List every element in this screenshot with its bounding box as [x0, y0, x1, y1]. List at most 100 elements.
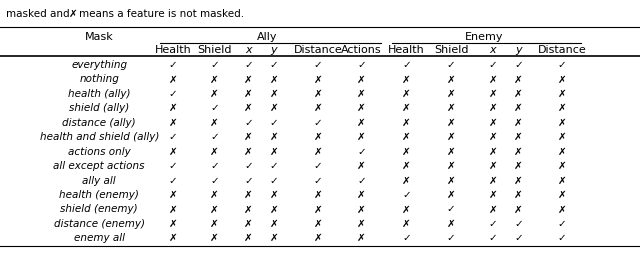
Text: ✗: ✗ — [269, 205, 278, 214]
Text: ✗: ✗ — [557, 147, 566, 157]
Text: ✗: ✗ — [447, 89, 456, 99]
Text: ✗: ✗ — [402, 176, 411, 186]
Text: Shield: Shield — [197, 45, 232, 55]
Text: ✗: ✗ — [402, 132, 411, 142]
Text: ✗: ✗ — [357, 233, 366, 243]
Text: ✗: ✗ — [557, 132, 566, 142]
Text: ✓: ✓ — [488, 219, 497, 229]
Text: ✗: ✗ — [402, 161, 411, 171]
Text: ✗: ✗ — [314, 147, 323, 157]
Text: actions only: actions only — [68, 147, 131, 157]
Text: everything: everything — [71, 60, 127, 70]
Text: ✗: ✗ — [357, 219, 366, 229]
Text: ✗: ✗ — [314, 233, 323, 243]
Text: ✓: ✓ — [210, 161, 219, 171]
Text: ✗: ✗ — [244, 75, 253, 84]
Text: ✗: ✗ — [514, 205, 523, 214]
Text: ✗: ✗ — [168, 118, 177, 128]
Text: ✗: ✗ — [210, 75, 219, 84]
Text: ✗: ✗ — [210, 219, 219, 229]
Text: ✗: ✗ — [244, 132, 253, 142]
Text: shield (enemy): shield (enemy) — [60, 205, 138, 214]
Text: ✗: ✗ — [402, 205, 411, 214]
Text: ✓: ✓ — [514, 233, 523, 243]
Text: ✓: ✓ — [244, 60, 253, 70]
Text: ✗: ✗ — [514, 89, 523, 99]
Text: ✗: ✗ — [557, 205, 566, 214]
Text: ✓: ✓ — [210, 176, 219, 186]
Text: ✗: ✗ — [447, 147, 456, 157]
Text: ✗: ✗ — [269, 103, 278, 113]
Text: ✓: ✓ — [314, 176, 323, 186]
Text: ✗: ✗ — [314, 75, 323, 84]
Text: ✓: ✓ — [168, 60, 177, 70]
Text: ✓: ✓ — [357, 147, 366, 157]
Text: ✗: ✗ — [244, 205, 253, 214]
Text: ✗: ✗ — [244, 190, 253, 200]
Text: ✗: ✗ — [488, 190, 497, 200]
Text: Distance: Distance — [538, 45, 586, 55]
Text: distance (enemy): distance (enemy) — [54, 219, 145, 229]
Text: ✗: ✗ — [514, 103, 523, 113]
Text: ✗: ✗ — [488, 118, 497, 128]
Text: y: y — [271, 45, 277, 55]
Text: ✗: ✗ — [514, 176, 523, 186]
Text: ✓: ✓ — [447, 233, 456, 243]
Text: ✗: ✗ — [557, 161, 566, 171]
Text: ✓: ✓ — [244, 176, 253, 186]
Text: shield (ally): shield (ally) — [69, 103, 129, 113]
Text: Distance: Distance — [294, 45, 342, 55]
Text: ✗: ✗ — [210, 118, 219, 128]
Text: ✗: ✗ — [168, 147, 177, 157]
Text: ✗: ✗ — [168, 233, 177, 243]
Text: masked and: masked and — [6, 9, 73, 19]
Text: ✓: ✓ — [447, 60, 456, 70]
Text: ✗: ✗ — [402, 89, 411, 99]
Text: ✗: ✗ — [557, 176, 566, 186]
Text: ✗: ✗ — [514, 147, 523, 157]
Text: ✗: ✗ — [210, 205, 219, 214]
Text: ✗: ✗ — [402, 147, 411, 157]
Text: ✗: ✗ — [357, 205, 366, 214]
Text: means a feature is not masked.: means a feature is not masked. — [79, 9, 244, 19]
Text: health and shield (ally): health and shield (ally) — [40, 132, 159, 142]
Text: ✗: ✗ — [447, 176, 456, 186]
Text: ✗: ✗ — [447, 132, 456, 142]
Text: ✗: ✗ — [210, 89, 219, 99]
Text: ✗: ✗ — [488, 147, 497, 157]
Text: ✗: ✗ — [447, 219, 456, 229]
Text: ✓: ✓ — [210, 132, 219, 142]
Text: ✓: ✓ — [314, 118, 323, 128]
Text: ✗: ✗ — [514, 118, 523, 128]
Text: ✗: ✗ — [314, 190, 323, 200]
Text: ✓: ✓ — [557, 60, 566, 70]
Text: ✗: ✗ — [68, 9, 77, 19]
Text: ✗: ✗ — [447, 75, 456, 84]
Text: ✗: ✗ — [488, 103, 497, 113]
Text: ✓: ✓ — [488, 233, 497, 243]
Text: nothing: nothing — [79, 75, 119, 84]
Text: ✓: ✓ — [168, 89, 177, 99]
Text: y: y — [515, 45, 522, 55]
Text: ✓: ✓ — [314, 60, 323, 70]
Text: ✗: ✗ — [314, 219, 323, 229]
Text: ✓: ✓ — [557, 233, 566, 243]
Text: ✗: ✗ — [357, 161, 366, 171]
Text: ✗: ✗ — [168, 103, 177, 113]
Text: ✓: ✓ — [402, 190, 411, 200]
Text: ✗: ✗ — [357, 132, 366, 142]
Text: ✓: ✓ — [269, 60, 278, 70]
Text: ✗: ✗ — [244, 103, 253, 113]
Text: ✗: ✗ — [269, 132, 278, 142]
Text: ✗: ✗ — [488, 132, 497, 142]
Text: ✗: ✗ — [314, 89, 323, 99]
Text: x: x — [490, 45, 496, 55]
Text: ✗: ✗ — [269, 190, 278, 200]
Text: ✗: ✗ — [402, 118, 411, 128]
Text: ✓: ✓ — [244, 118, 253, 128]
Text: ✗: ✗ — [210, 233, 219, 243]
Text: ✗: ✗ — [447, 161, 456, 171]
Text: ✗: ✗ — [447, 190, 456, 200]
Text: ✗: ✗ — [314, 132, 323, 142]
Text: ✓: ✓ — [514, 60, 523, 70]
